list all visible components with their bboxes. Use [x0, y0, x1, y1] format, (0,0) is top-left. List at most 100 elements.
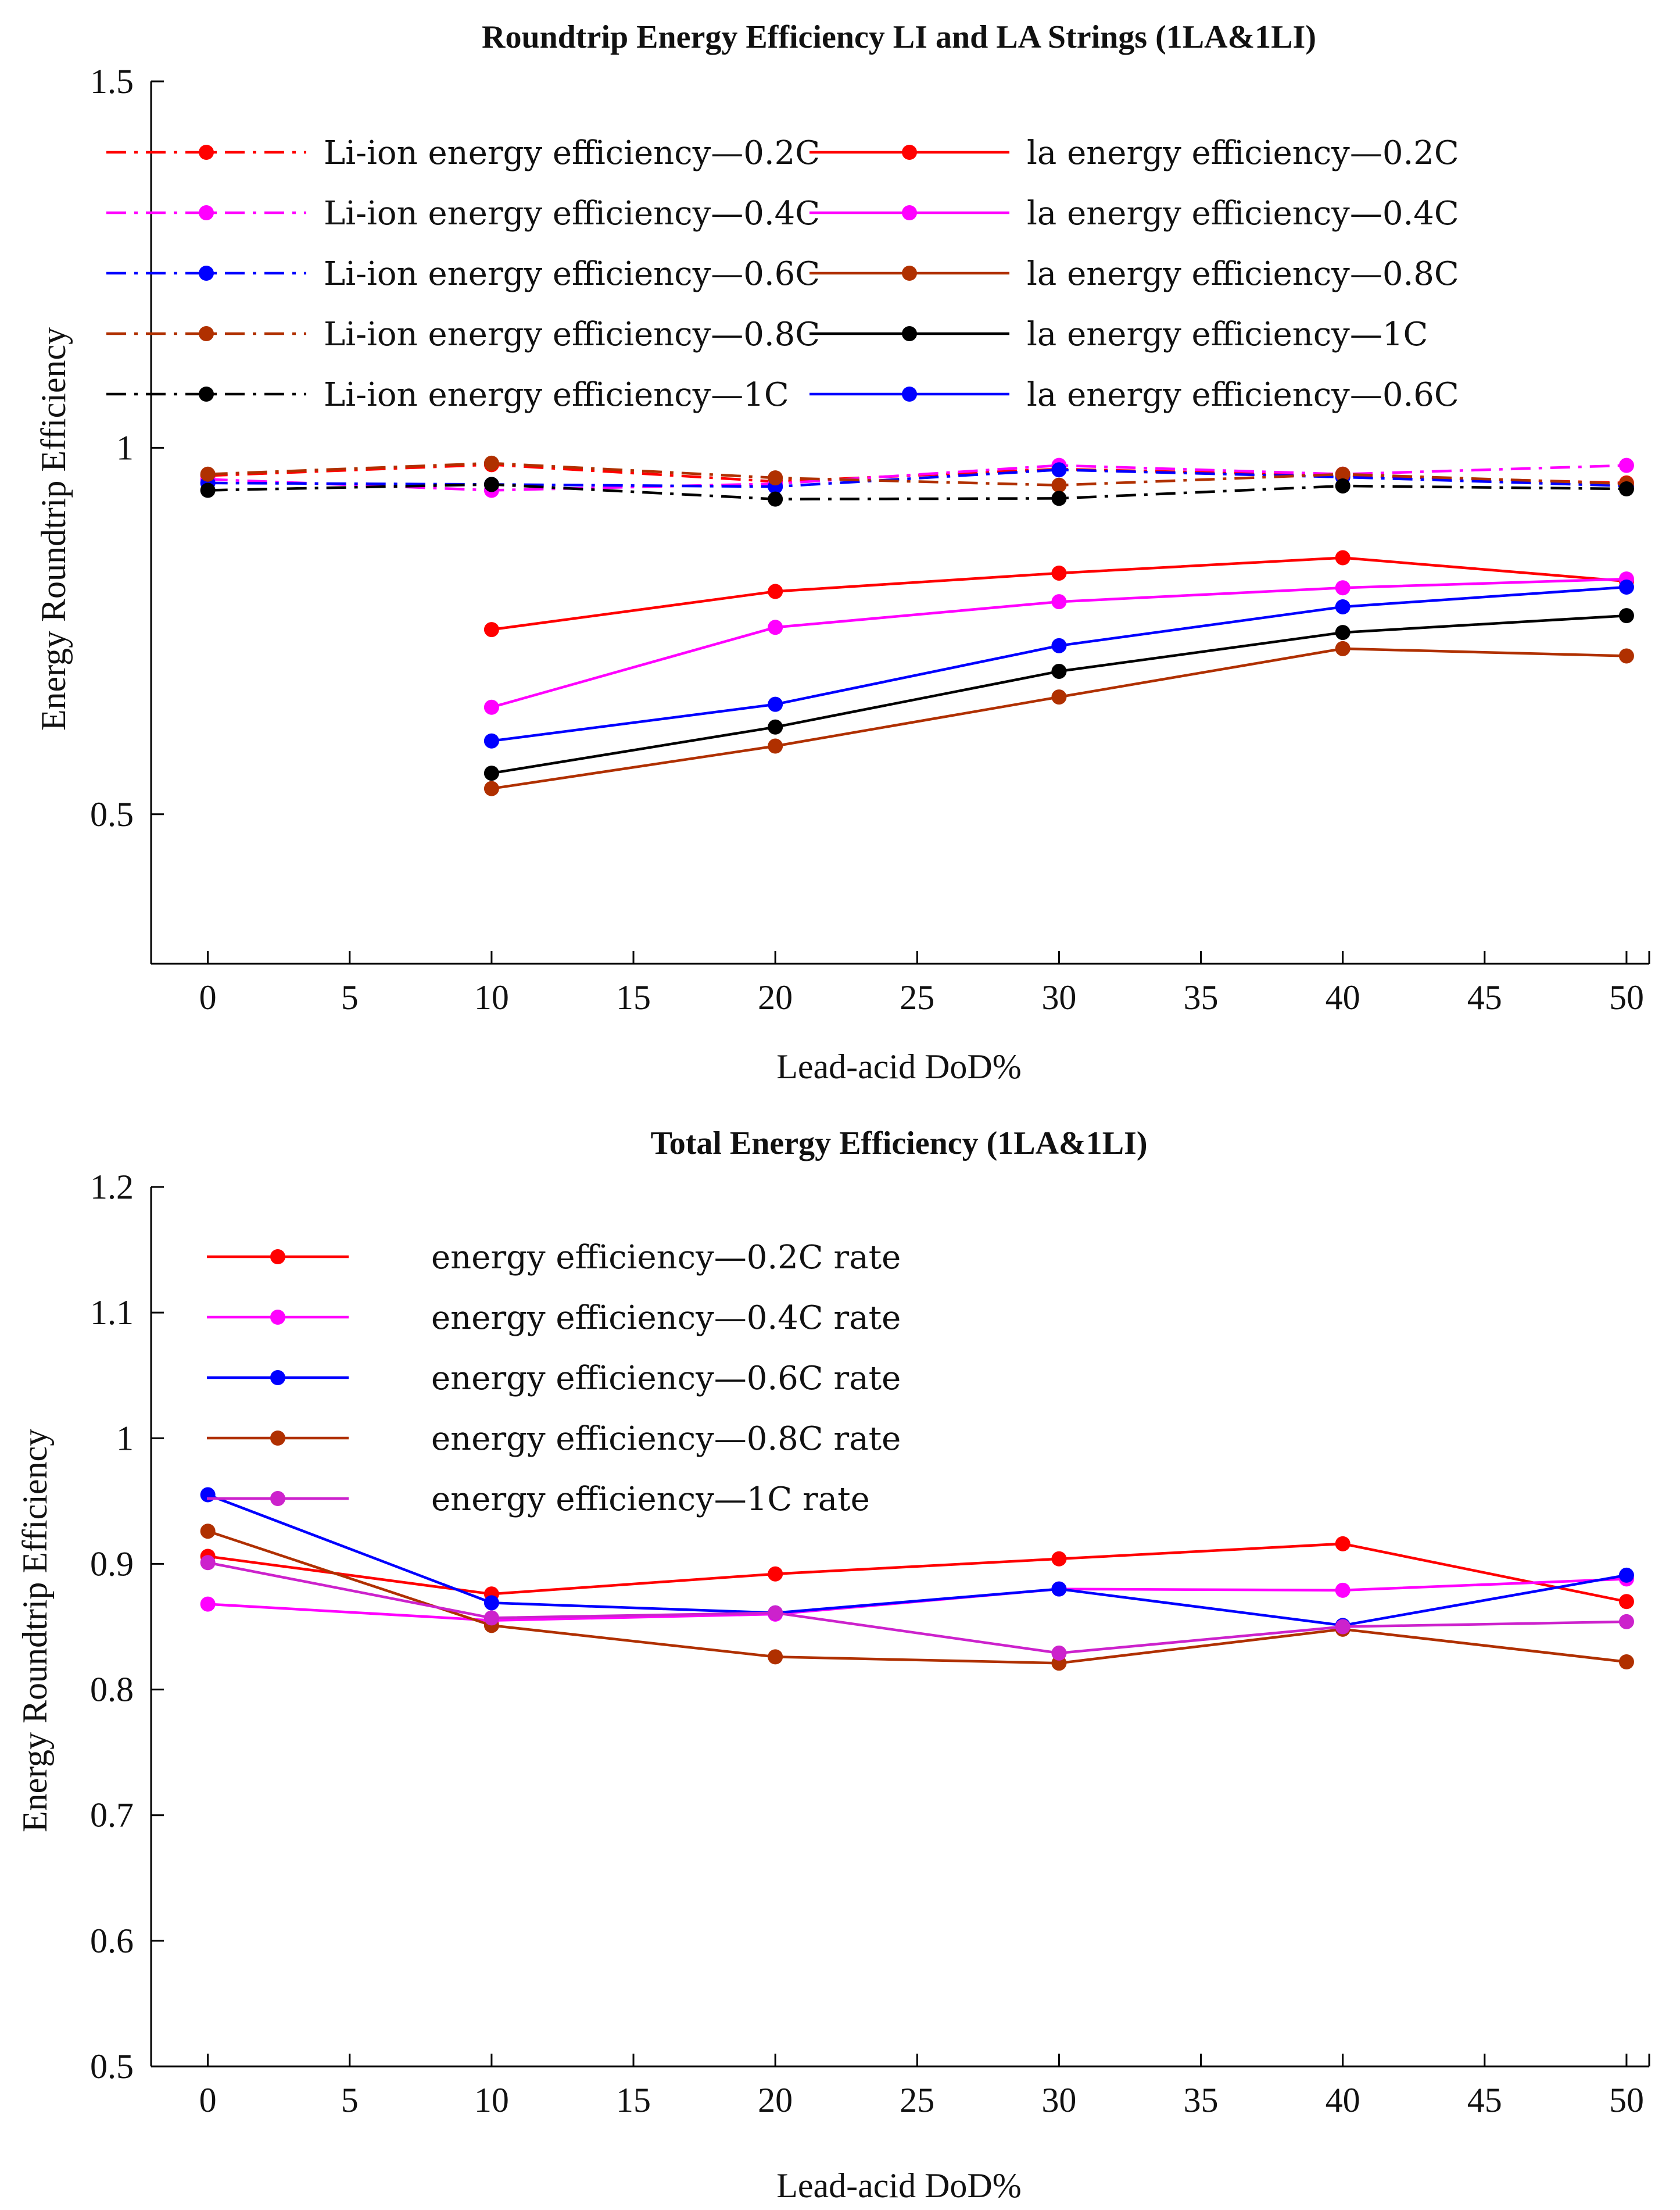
legend-entry: Li-ion energy efficiency—1C: [106, 376, 789, 414]
x-tick-label: 35: [1184, 2081, 1219, 2119]
data-point: [483, 1595, 499, 1611]
legend-marker: [270, 1431, 285, 1446]
data-point: [1335, 1536, 1351, 1551]
y-tick-label: 0.5: [90, 795, 134, 834]
series-line: [207, 1542, 1627, 1603]
x-tick-label: 20: [758, 978, 793, 1017]
data-point: [483, 781, 499, 796]
legend-marker: [902, 387, 917, 402]
data-point: [1335, 478, 1351, 494]
legend-entry: la energy efficiency—0.4C: [809, 195, 1459, 233]
legend-entry: la energy efficiency—0.6C: [809, 376, 1459, 414]
plot-area: 0 5 10 15 20 25 30 35 40 45 50 0.5 1 1.5: [90, 62, 1650, 1017]
data-point: [200, 1487, 216, 1503]
data-point: [483, 622, 499, 638]
data-point: [768, 1605, 783, 1621]
legend-label: la energy efficiency—1C: [1027, 316, 1428, 353]
legend-label: energy efficiency—1C rate: [431, 1481, 870, 1518]
legend-marker: [270, 1491, 285, 1506]
legend-marker: [199, 387, 214, 402]
data-point: [1335, 580, 1351, 596]
legend-entry: energy efficiency—0.8C rate: [207, 1420, 901, 1458]
data-point: [200, 1596, 216, 1612]
data-point: [1335, 1582, 1351, 1598]
data-point: [483, 1610, 499, 1626]
data-point: [1618, 1654, 1634, 1670]
data-point: [1335, 550, 1351, 566]
legend-entry: la energy efficiency—0.2C: [809, 134, 1459, 172]
legend: Li-ion energy efficiency—0.2C Li-ion ener…: [106, 134, 1459, 414]
legend-entry: Li-ion energy efficiency—0.2C: [106, 134, 820, 172]
data-point: [1335, 625, 1351, 641]
legend: energy efficiency—0.2C rate energy effici…: [207, 1239, 901, 1518]
y-tick-label: 1.2: [90, 1168, 134, 1206]
data-point: [483, 699, 499, 715]
data-point: [768, 738, 783, 754]
legend-label: energy efficiency—0.2C rate: [431, 1239, 901, 1276]
legend-label: la energy efficiency—0.6C: [1027, 376, 1459, 414]
plot-area: 0 5 10 15 20 25 30 35 40 45 50 0.5 0.6 0.7 0.8 0.9 1 1.1 1…: [90, 1168, 1650, 2119]
x-tick-label: 35: [1184, 978, 1219, 1017]
data-point: [1618, 579, 1634, 595]
y-tick-label: 0.7: [90, 1796, 134, 1834]
data-point: [200, 482, 216, 498]
legend-label: energy efficiency—0.4C rate: [431, 1299, 901, 1337]
y-tick-label: 1: [116, 1419, 134, 1457]
data-point: [483, 733, 499, 749]
data-point: [1335, 1619, 1351, 1635]
data-point: [1618, 1594, 1634, 1610]
x-axis-label: Lead-acid DoD%: [776, 1047, 1021, 1086]
x-tick-label: 45: [1467, 2081, 1502, 2119]
legend-marker: [902, 205, 917, 220]
data-point: [1618, 481, 1634, 497]
data-point: [768, 1649, 783, 1665]
x-tick-label: 40: [1326, 978, 1360, 1017]
data-point: [1051, 1581, 1067, 1597]
data-point: [483, 477, 499, 492]
series-energy-efficiency-0p2c-rate: [200, 1536, 1634, 1610]
data-point: [483, 766, 499, 781]
data-point: [768, 620, 783, 635]
x-tick-label: 15: [616, 2081, 651, 2119]
legend-label: Li-ion energy efficiency—0.4C: [324, 195, 820, 233]
legend-label: la energy efficiency—0.4C: [1027, 195, 1459, 233]
data-point: [1618, 608, 1634, 624]
y-tick-label: 0.5: [90, 2047, 134, 2086]
data-point: [1051, 638, 1067, 653]
y-tick-label: 0.9: [90, 1544, 134, 1583]
series-la-energy-efficiency-0p8c: [483, 641, 1634, 796]
y-tick-label: 0.8: [90, 1671, 134, 1709]
data-point: [1335, 466, 1351, 482]
x-tick-label: 20: [758, 2081, 793, 2119]
legend-marker: [199, 145, 214, 160]
x-tick-label: 10: [474, 978, 509, 1017]
legend-marker: [902, 145, 917, 160]
legend-label: energy efficiency—0.6C rate: [431, 1360, 901, 1397]
x-tick-label: 50: [1609, 2081, 1644, 2119]
data-point: [1618, 648, 1634, 664]
legend-marker: [902, 326, 917, 341]
y-axis-label: Energy Roundtrip Efficiency: [34, 327, 73, 731]
x-tick-label: 5: [341, 2081, 359, 2119]
legend-label: energy efficiency—0.8C rate: [431, 1420, 901, 1458]
data-point: [1051, 491, 1067, 506]
legend-marker: [902, 266, 917, 281]
legend-entry: energy efficiency—0.2C rate: [207, 1239, 901, 1276]
legend-marker: [270, 1310, 285, 1325]
x-tick-label: 40: [1326, 2081, 1360, 2119]
y-tick-label: 1.1: [90, 1293, 134, 1332]
legend-label: la energy efficiency—0.2C: [1027, 134, 1459, 172]
data-point: [1051, 689, 1067, 705]
legend-marker: [199, 326, 214, 341]
data-point: [1051, 565, 1067, 581]
data-point: [1618, 1567, 1634, 1583]
legend-entry: Li-ion energy efficiency—0.6C: [106, 255, 820, 293]
series-la-energy-efficiency-0p4c: [483, 571, 1634, 715]
legend-entry: energy efficiency—0.4C rate: [207, 1299, 901, 1337]
y-tick-label: 1.5: [90, 62, 134, 101]
data-point: [1051, 1645, 1067, 1661]
data-point: [1618, 457, 1634, 473]
legend-label: la energy efficiency—0.8C: [1027, 255, 1459, 293]
legend-label: Li-ion energy efficiency—1C: [324, 376, 789, 414]
